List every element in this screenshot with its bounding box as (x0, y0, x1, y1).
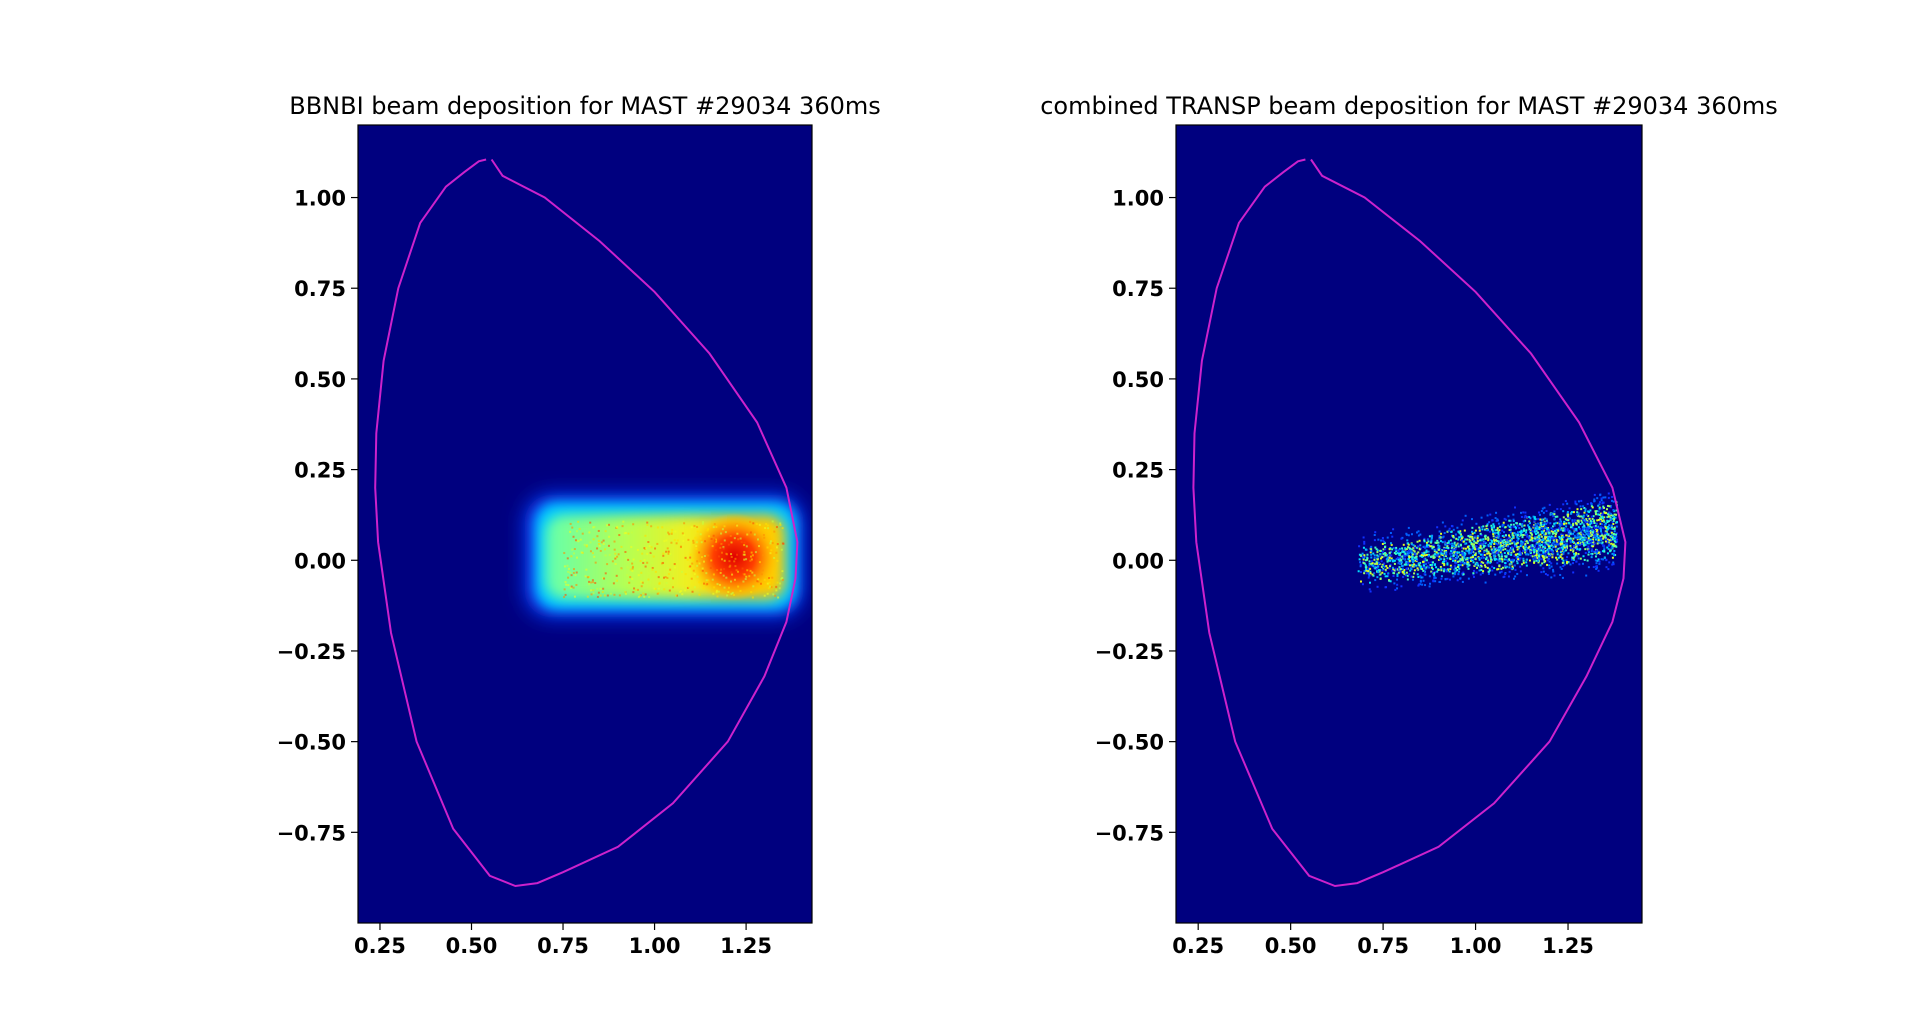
panel-1-axes: 0.25 0.50 0.75 1.00 1.25 1.00 0.75 0.50 0.25 0.00… (277, 187, 772, 958)
panel-2-frame (1175, 124, 1643, 924)
y-tick-label: 0.50 (1112, 368, 1164, 392)
x-tick-label: 0.50 (1265, 934, 1317, 958)
y-tick-label: −0.50 (1095, 731, 1164, 755)
y-tick-label: 0.25 (1112, 459, 1164, 483)
x-tick-label: 1.25 (720, 934, 772, 958)
y-tick-label: −0.25 (277, 640, 346, 664)
panel-transp: combined TRANSP beam deposition for MAST… (1040, 92, 1778, 958)
x-tick-label: 1.25 (1542, 934, 1594, 958)
x-tick-label: 0.25 (1172, 934, 1224, 958)
y-tick-label: 0.25 (294, 459, 346, 483)
panel-2-plasma-boundary (1192, 158, 1627, 888)
panel-bbnbi: BBNBI beam deposition for MAST #29034 36… (277, 92, 881, 958)
y-tick-label: 0.50 (294, 368, 346, 392)
y-tick-label: 0.75 (1112, 277, 1164, 301)
y-tick-label: 1.00 (294, 187, 346, 211)
y-tick-label: 0.00 (294, 549, 346, 573)
panel-1-frame (357, 124, 813, 924)
x-tick-label: 0.75 (1357, 934, 1409, 958)
y-tick-label: 0.00 (1112, 549, 1164, 573)
y-tick-label: −0.25 (1095, 640, 1164, 664)
y-tick-label: 1.00 (1112, 187, 1164, 211)
panel-1-plasma-boundary (374, 158, 799, 888)
x-tick-label: 1.00 (1450, 934, 1502, 958)
x-tick-label: 0.75 (537, 934, 589, 958)
y-tick-label: 0.75 (294, 277, 346, 301)
panel-1-title: BBNBI beam deposition for MAST #29034 36… (289, 92, 881, 120)
y-tick-label: −0.75 (277, 821, 346, 845)
x-tick-label: 0.25 (354, 934, 406, 958)
y-tick-label: −0.50 (277, 731, 346, 755)
x-tick-label: 0.50 (446, 934, 498, 958)
x-tick-label: 1.00 (629, 934, 681, 958)
panel-1-deposition (525, 495, 803, 617)
panel-2-title: combined TRANSP beam deposition for MAST… (1040, 92, 1778, 120)
panel-2-axes: 0.25 0.50 0.75 1.00 1.25 1.00 0.75 0.50 0.25 0.00… (1095, 187, 1594, 958)
y-tick-label: −0.75 (1095, 821, 1164, 845)
panel-2-background (1176, 125, 1642, 923)
panel-2-deposition (1357, 492, 1619, 593)
